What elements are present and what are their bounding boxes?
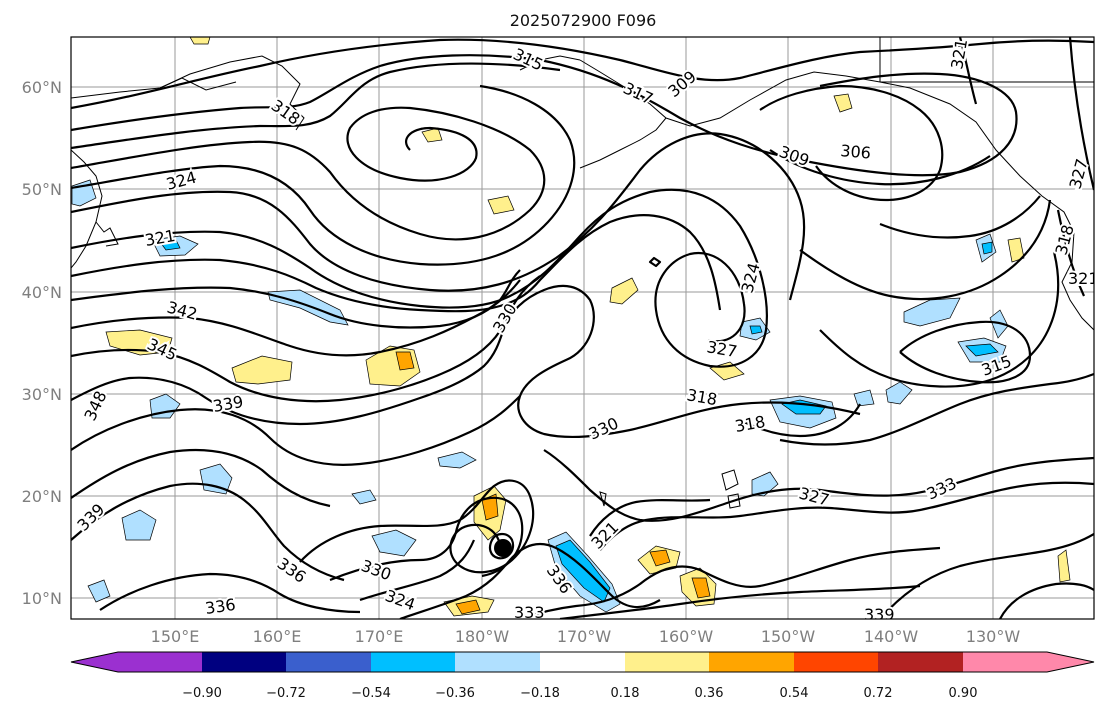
lat-label: 10°N <box>22 589 62 608</box>
colorbar-segment <box>709 652 794 672</box>
lon-label: 180°W <box>455 627 510 646</box>
colorbar-segment <box>455 652 540 672</box>
colorbar-segment <box>625 652 709 672</box>
gridlines <box>71 37 1094 619</box>
lat-label: 30°N <box>22 385 62 404</box>
storm-marker <box>494 539 512 557</box>
colorbar-tick-labels: −0.90 −0.72 −0.54 −0.36 −0.18 0.18 0.36 … <box>182 686 977 701</box>
map-frame <box>70 36 1095 620</box>
lon-label: 170°E <box>355 627 404 646</box>
contour-label: 306 <box>840 141 872 163</box>
colorbar-tick-label: 0.90 <box>949 686 978 701</box>
colorbar-tick-label: 0.72 <box>864 686 893 701</box>
colorbar-tick-label: −0.72 <box>266 686 306 701</box>
lat-label: 40°N <box>22 283 62 302</box>
contour-label: 339 <box>864 605 895 624</box>
lon-label: 140°W <box>864 627 919 646</box>
colorbar-tick-label: −0.54 <box>351 686 391 701</box>
colorbar-segment <box>371 652 455 672</box>
colorbar-segment <box>794 652 878 672</box>
colorbar-extend-low <box>71 652 202 672</box>
colorbar-segment <box>202 652 286 672</box>
colorbar-tick-label: −0.90 <box>182 686 222 701</box>
contour-label: 333 <box>514 603 545 622</box>
contour-label: 321 <box>1068 269 1099 288</box>
colorbar-tick-label: −0.36 <box>435 686 475 701</box>
map-area <box>71 37 1094 619</box>
colorbar-tick-label: −0.18 <box>520 686 560 701</box>
lon-label: 150°E <box>151 627 200 646</box>
colorbar-segment <box>286 652 371 672</box>
colorbar-outline <box>70 651 1095 673</box>
colorbar-segment <box>878 652 963 672</box>
lon-label: 170°W <box>557 627 612 646</box>
contours <box>71 37 1094 619</box>
colorbar <box>70 651 1095 673</box>
colorbar-tick-label: 0.36 <box>695 686 724 701</box>
colorbar-extend-high <box>963 652 1094 672</box>
colorbar-tick-label: 0.54 <box>780 686 809 701</box>
lon-label: 160°E <box>253 627 302 646</box>
map-title: 2025072900 F096 <box>510 11 657 30</box>
lon-label: 130°W <box>966 627 1021 646</box>
lon-labels: 150°E 160°E 170°E 180°W 170°W 160°W 150°… <box>151 627 1021 646</box>
coastlines <box>71 37 1094 509</box>
lat-labels: 60°N 50°N 40°N 30°N 20°N 10°N <box>22 78 62 608</box>
lon-label: 150°W <box>761 627 816 646</box>
lat-label: 20°N <box>22 487 62 506</box>
colorbar-segment <box>540 652 625 672</box>
lon-label: 160°W <box>659 627 714 646</box>
colorbar-tick-label: 0.18 <box>611 686 640 701</box>
lat-label: 50°N <box>22 180 62 199</box>
lat-label: 60°N <box>22 78 62 97</box>
